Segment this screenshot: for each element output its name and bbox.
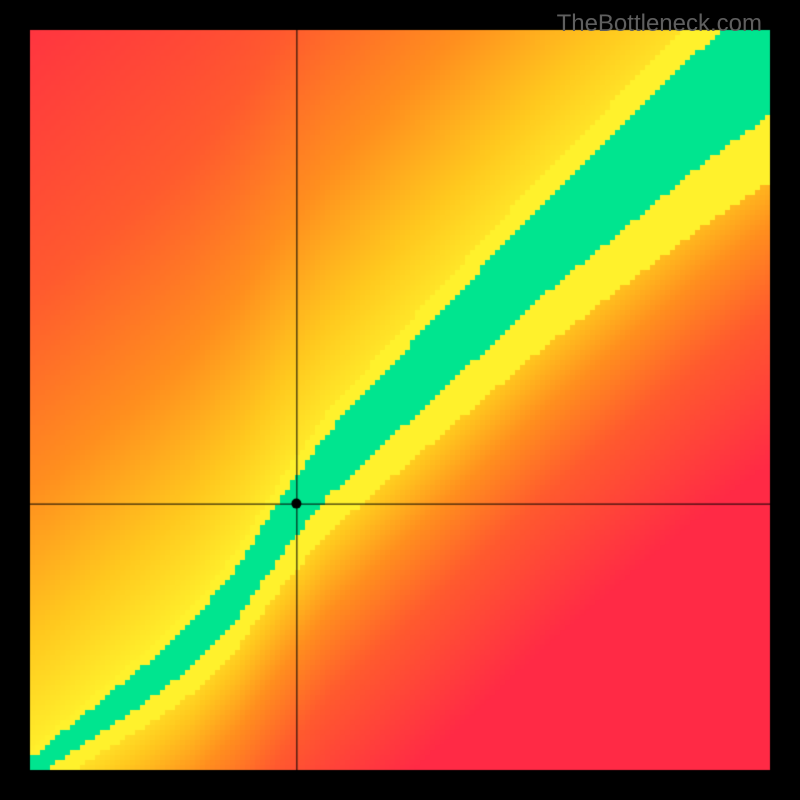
chart-container: TheBottleneck.com [0,0,800,800]
watermark-text: TheBottleneck.com [557,10,762,38]
heatmap-canvas [0,0,800,800]
